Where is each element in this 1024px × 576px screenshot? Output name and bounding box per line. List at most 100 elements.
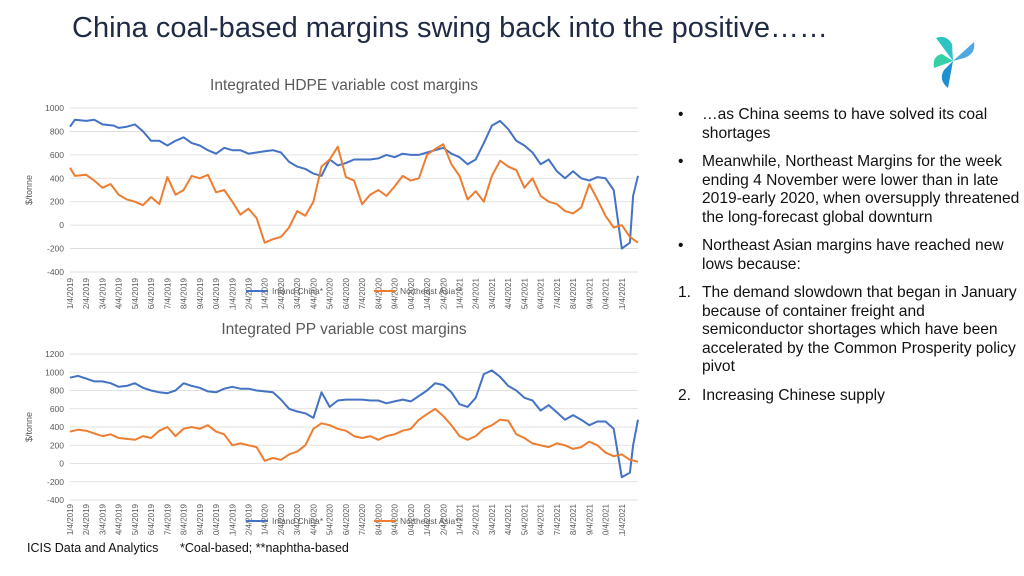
x-tick-label: 7/4/2020 bbox=[358, 277, 367, 309]
x-tick-label: 12/4/2020 bbox=[439, 277, 448, 310]
x-tick-label: 4/4/2021 bbox=[504, 503, 513, 535]
x-tick-label: 3/4/2021 bbox=[488, 277, 497, 309]
numbered-item: 2. Increasing Chinese supply bbox=[672, 387, 1022, 406]
x-tick-label: 11/4/2019 bbox=[228, 503, 237, 536]
x-tick-label: 10/4/2020 bbox=[407, 503, 416, 536]
legend-label: Inland China* bbox=[272, 516, 324, 526]
x-tick-label: 9/4/2021 bbox=[585, 503, 594, 535]
chart-title: Integrated PP variable cost margins bbox=[221, 321, 467, 338]
x-tick-label: 1/4/2019 bbox=[66, 277, 75, 309]
y-tick-label: 800 bbox=[50, 386, 64, 396]
y-tick-label: 1000 bbox=[45, 367, 64, 377]
y-tick-label: 1000 bbox=[45, 103, 64, 113]
x-tick-label: 11/4/2020 bbox=[423, 503, 432, 536]
bullet-item: • Northeast Asian margins have reached ne… bbox=[672, 237, 1022, 274]
x-tick-label: 7/4/2021 bbox=[553, 503, 562, 535]
x-tick-label: 8/4/2019 bbox=[180, 503, 189, 535]
x-tick-label: 1/4/2021 bbox=[455, 503, 464, 535]
y-axis-label: $/tonne bbox=[24, 175, 34, 205]
x-tick-label: 11/4/2020 bbox=[423, 277, 432, 310]
pp-chart: Integrated PP variable cost margins -400 -… bbox=[20, 314, 650, 541]
pp-chart-svg: Integrated PP variable cost margins -400 -… bbox=[24, 321, 639, 540]
x-tick-label: 9/4/2020 bbox=[391, 503, 400, 535]
bullet-text: Meanwhile, Northeast Margins for the wee… bbox=[702, 153, 1020, 226]
x-tick-label: 4/4/2020 bbox=[309, 277, 318, 309]
x-tick-label: 5/4/2020 bbox=[326, 277, 335, 309]
x-tick-label: 1/4/2020 bbox=[261, 503, 270, 535]
x-tick-label: 8/4/2021 bbox=[569, 503, 578, 535]
x-tick-label: 10/4/2020 bbox=[407, 277, 416, 310]
y-tick-label: 400 bbox=[50, 422, 64, 432]
x-tick-label: 3/4/2020 bbox=[293, 277, 302, 309]
bullet-text: …as China seems to have solved its coal … bbox=[702, 106, 988, 142]
x-tick-label: 3/4/2019 bbox=[98, 503, 107, 535]
x-tick-label: 10/4/2021 bbox=[602, 503, 611, 536]
x-tick-label: 7/4/2019 bbox=[163, 503, 172, 535]
slide-title: China coal-based margins swing back into… bbox=[72, 12, 828, 44]
x-tick-label: 5/4/2020 bbox=[326, 503, 335, 535]
x-tick-label: 2/4/2019 bbox=[82, 503, 91, 535]
bullet-item: • Meanwhile, Northeast Margins for the we… bbox=[672, 153, 1022, 227]
y-tick-label: -400 bbox=[47, 267, 64, 277]
y-tick-label: 0 bbox=[59, 220, 64, 230]
x-tick-label: 10/4/2021 bbox=[602, 277, 611, 310]
y-tick-label: 600 bbox=[50, 404, 64, 414]
commentary-list: • …as China seems to have solved its coal… bbox=[672, 106, 1022, 415]
y-tick-label: 200 bbox=[50, 197, 64, 207]
footnote: *Coal-based; **naphtha-based bbox=[180, 541, 349, 555]
x-tick-label: 8/4/2020 bbox=[374, 503, 383, 535]
x-tick-label: 12/4/2020 bbox=[439, 503, 448, 536]
y-tick-label: -400 bbox=[47, 495, 64, 505]
x-tick-label: 12/4/2019 bbox=[245, 277, 254, 310]
legend-label: Northeast Asia** bbox=[400, 286, 463, 296]
x-tick-label: 5/4/2019 bbox=[131, 503, 140, 535]
numbered-item: 1. The demand slowdown that began in Janu… bbox=[672, 284, 1022, 377]
chart-title: Integrated HDPE variable cost margins bbox=[210, 77, 478, 94]
list-number: 1. bbox=[678, 284, 692, 301]
x-tick-label: 8/4/2021 bbox=[569, 277, 578, 309]
hdpe-chart: Integrated HDPE variable cost margins -40… bbox=[20, 70, 650, 315]
x-tick-label: 6/4/2019 bbox=[147, 277, 156, 309]
x-tick-label: 1/4/2021 bbox=[455, 277, 464, 309]
x-tick-label: 2/4/2019 bbox=[82, 277, 91, 309]
x-tick-label: 4/4/2019 bbox=[115, 277, 124, 309]
bullet-marker: • bbox=[678, 106, 684, 123]
x-tick-label: 2/4/2021 bbox=[472, 277, 481, 309]
logo-icon bbox=[933, 36, 975, 88]
x-tick-label: 10/4/2019 bbox=[212, 277, 221, 310]
series-line bbox=[69, 118, 639, 250]
x-tick-label: 7/4/2020 bbox=[358, 503, 367, 535]
x-tick-label: 6/4/2019 bbox=[147, 503, 156, 535]
y-tick-label: 0 bbox=[59, 459, 64, 469]
x-tick-label: 7/4/2021 bbox=[553, 277, 562, 309]
y-axis-label: $/tonne bbox=[24, 412, 34, 442]
x-tick-label: 6/4/2020 bbox=[342, 277, 351, 309]
y-tick-label: 800 bbox=[50, 126, 64, 136]
x-tick-label: 6/4/2021 bbox=[537, 277, 546, 309]
bullet-marker: • bbox=[678, 153, 684, 170]
y-tick-label: -200 bbox=[47, 477, 64, 487]
series-line bbox=[69, 369, 639, 479]
source-note: ICIS Data and Analytics bbox=[27, 541, 159, 555]
series-line bbox=[69, 407, 639, 463]
bullet-item: • …as China seems to have solved its coal… bbox=[672, 106, 1022, 143]
legend-label: Northeast Asia** bbox=[400, 516, 463, 526]
y-tick-label: 400 bbox=[50, 173, 64, 183]
x-tick-label: 11/4/2021 bbox=[618, 277, 627, 310]
x-tick-label: 4/4/2021 bbox=[504, 277, 513, 309]
x-tick-label: 1/4/2020 bbox=[261, 277, 270, 309]
x-tick-label: 12/4/2019 bbox=[245, 503, 254, 536]
x-tick-label: 6/4/2021 bbox=[537, 503, 546, 535]
x-tick-label: 8/4/2019 bbox=[180, 277, 189, 309]
x-tick-label: 5/4/2021 bbox=[520, 277, 529, 309]
y-tick-label: -200 bbox=[47, 244, 64, 254]
x-tick-label: 8/4/2020 bbox=[374, 277, 383, 309]
x-tick-label: 1/4/2019 bbox=[66, 503, 75, 535]
y-tick-label: 200 bbox=[50, 440, 64, 450]
x-tick-label: 10/4/2019 bbox=[212, 503, 221, 536]
bullet-text: Northeast Asian margins have reached new… bbox=[702, 237, 1004, 273]
hdpe-chart-svg: Integrated HDPE variable cost margins -40… bbox=[24, 77, 639, 314]
list-number: 2. bbox=[678, 386, 692, 404]
x-tick-label: 9/4/2019 bbox=[196, 277, 205, 309]
x-tick-label: 3/4/2019 bbox=[98, 277, 107, 309]
